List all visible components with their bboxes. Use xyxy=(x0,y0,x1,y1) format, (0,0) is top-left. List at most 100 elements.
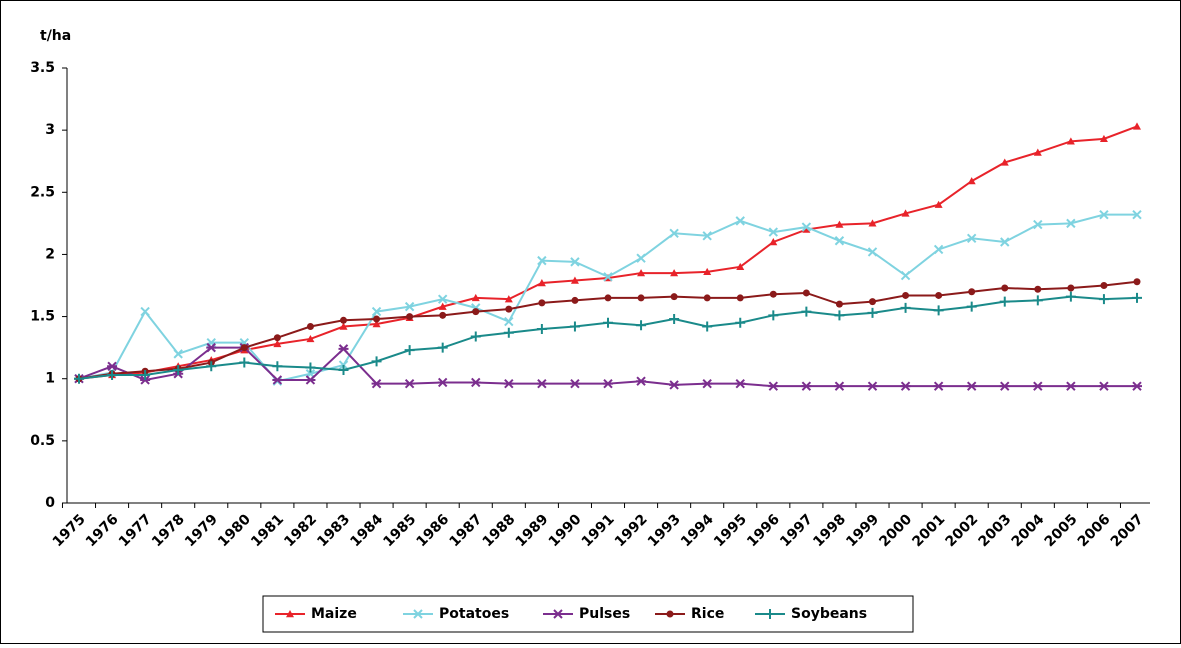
marker xyxy=(439,311,447,319)
marker xyxy=(604,294,612,302)
marker xyxy=(569,321,580,332)
marker xyxy=(571,296,579,304)
marker xyxy=(1034,285,1042,293)
marker xyxy=(305,375,316,385)
marker xyxy=(553,609,563,619)
marker xyxy=(801,306,812,317)
marker xyxy=(636,376,647,386)
marker xyxy=(503,327,514,338)
legend-label: Rice xyxy=(691,606,724,622)
marker xyxy=(372,320,381,328)
marker xyxy=(173,365,184,376)
marker xyxy=(1132,292,1142,303)
y-tick-label: 0.5 xyxy=(30,433,55,449)
marker xyxy=(703,294,711,302)
marker xyxy=(1099,134,1108,143)
marker xyxy=(371,306,382,317)
marker xyxy=(934,200,943,208)
marker xyxy=(736,262,745,271)
y-tick-label: 3 xyxy=(45,122,55,138)
marker xyxy=(1099,209,1109,220)
marker xyxy=(669,314,680,325)
marker xyxy=(371,356,382,367)
marker xyxy=(437,377,448,388)
marker xyxy=(286,610,294,618)
legend-label: Soybeans xyxy=(791,606,867,622)
marker xyxy=(966,381,977,391)
marker xyxy=(570,276,579,284)
marker xyxy=(1133,122,1141,130)
marker xyxy=(736,294,744,302)
marker xyxy=(470,331,481,342)
marker xyxy=(505,305,513,313)
marker xyxy=(273,339,282,348)
marker xyxy=(306,334,315,343)
marker xyxy=(735,317,746,328)
marker xyxy=(404,378,415,389)
marker xyxy=(1066,137,1075,145)
marker xyxy=(306,323,314,331)
marker xyxy=(669,380,680,390)
marker xyxy=(273,334,281,342)
marker xyxy=(569,378,580,389)
y-tick-label: 3.5 xyxy=(30,60,55,76)
marker xyxy=(1100,282,1108,289)
marker xyxy=(867,247,878,257)
marker xyxy=(1001,284,1009,292)
marker xyxy=(900,270,911,281)
marker xyxy=(636,253,646,263)
marker xyxy=(272,361,283,372)
marker xyxy=(471,293,480,302)
marker xyxy=(801,381,812,391)
marker xyxy=(206,342,217,353)
marker xyxy=(967,177,976,185)
marker xyxy=(1067,284,1075,292)
y-tick-label: 0 xyxy=(45,495,55,511)
marker xyxy=(637,294,645,302)
marker xyxy=(603,317,613,328)
marker xyxy=(900,302,911,313)
legend-label: Pulses xyxy=(579,606,630,622)
marker xyxy=(404,301,415,312)
marker xyxy=(538,299,546,307)
marker xyxy=(999,296,1010,307)
marker xyxy=(1033,148,1042,156)
marker xyxy=(935,291,943,299)
marker xyxy=(765,609,775,619)
marker xyxy=(371,378,382,389)
marker xyxy=(470,377,481,388)
marker xyxy=(1033,219,1043,230)
marker xyxy=(437,342,448,353)
marker xyxy=(1065,381,1076,391)
marker xyxy=(140,306,150,317)
marker xyxy=(768,227,779,237)
marker xyxy=(173,349,183,359)
marker xyxy=(702,378,713,389)
marker xyxy=(413,609,423,619)
marker xyxy=(802,289,810,297)
marker xyxy=(1132,381,1142,391)
marker xyxy=(835,300,843,308)
marker xyxy=(735,378,746,389)
marker xyxy=(305,362,316,373)
marker xyxy=(74,373,84,384)
marker xyxy=(933,305,944,316)
marker xyxy=(537,279,546,287)
legend-label: Maize xyxy=(311,606,357,622)
marker xyxy=(272,375,283,385)
marker xyxy=(868,219,877,227)
y-tick-label: 2 xyxy=(45,246,55,262)
marker xyxy=(900,381,911,391)
marker xyxy=(437,294,448,304)
marker xyxy=(1098,381,1109,391)
marker xyxy=(570,257,580,267)
marker xyxy=(801,222,812,232)
marker xyxy=(869,298,876,306)
marker xyxy=(503,378,514,389)
marker xyxy=(702,321,713,332)
marker xyxy=(373,315,381,323)
marker xyxy=(603,378,613,389)
marker xyxy=(1032,295,1043,306)
